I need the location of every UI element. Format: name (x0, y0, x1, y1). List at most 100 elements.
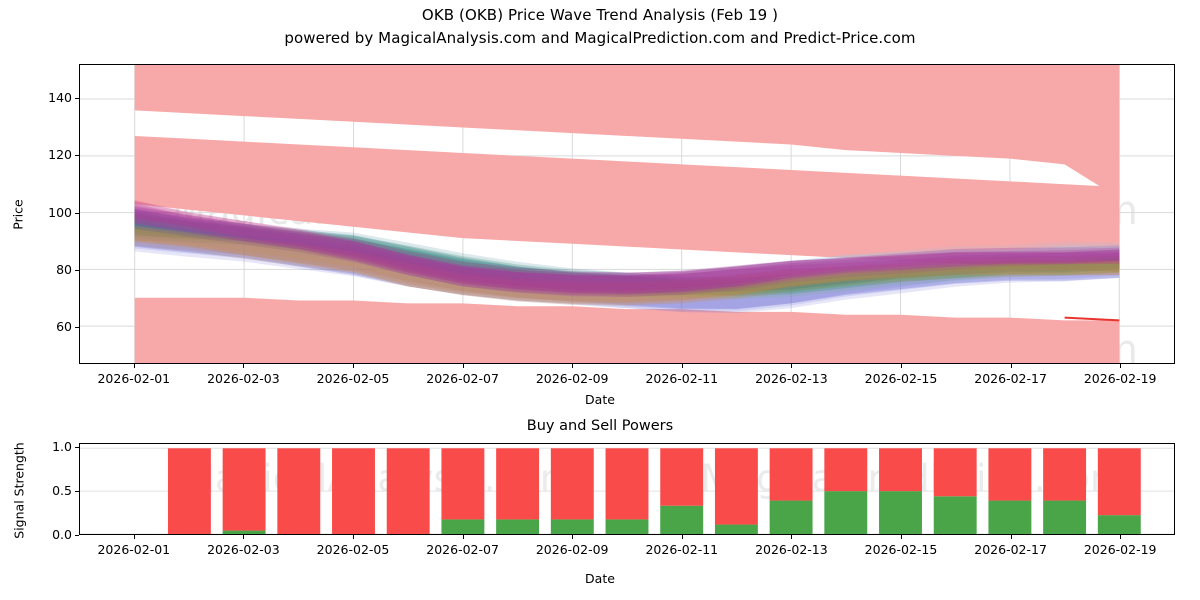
signal-xtick-label: 2026-02-11 (645, 542, 719, 557)
price-wave-wave-blue (134, 221, 1120, 310)
price-wave-wave-magenta (134, 203, 1120, 295)
buy-power-bar (550, 519, 594, 534)
price-wave-wave-lightblue (134, 214, 1120, 297)
price-band-support-band (134, 297, 1120, 363)
buy-power-bar (222, 530, 266, 534)
price-xtick-mark (133, 364, 135, 368)
sell-power-bar (879, 448, 922, 492)
price-wave-chart: MagicalAnalysis.comMagicalPrediction.com… (79, 64, 1175, 364)
price-wave-wave-blue (134, 219, 1120, 309)
price-wave-wave-green (134, 214, 1120, 295)
signal-y-axis-title: Signal Strength (11, 442, 27, 539)
buy-power-bar (1043, 500, 1087, 534)
buy-power-bar (441, 519, 485, 534)
price-wave-wave-teal (134, 208, 1120, 292)
sell-power-bar (933, 448, 977, 497)
price-xtick-label: 2026-02-01 (97, 371, 171, 386)
buy-power-bar (1097, 515, 1141, 534)
price-band-mid-resistance-band (134, 135, 1120, 273)
price-wave-wave-teal (134, 212, 1120, 297)
sell-power-bar (714, 448, 758, 525)
sell-power-bar (824, 448, 868, 492)
price-wave-wave-lightblue (134, 212, 1120, 295)
price-xtick-label: 2026-02-13 (755, 371, 828, 386)
buy-power-bar (605, 519, 649, 534)
price-wave-wave-purple (134, 206, 1120, 295)
signal-xtick-label: 2026-02-03 (207, 542, 280, 557)
price-y-axis-title: Price (10, 199, 26, 230)
price-xtick-mark (572, 364, 574, 368)
price-wave-wave-green (134, 217, 1120, 299)
signal-xtick-mark (243, 535, 245, 539)
signal-ytick-1: 0.5 (52, 483, 72, 499)
price-xtick-mark (681, 364, 683, 368)
price-xtick-label: 2026-02-11 (645, 371, 719, 386)
price-xtick-label: 2026-02-07 (426, 371, 499, 386)
signal-xtick-mark (133, 535, 135, 539)
sell-power-bar (222, 448, 266, 531)
price-xtick-mark (462, 364, 464, 368)
signal-xtick-mark (1120, 535, 1122, 539)
price-ytick-3: 120 (48, 147, 72, 163)
price-ytick-mark (75, 98, 79, 100)
price-wave-wave-lightblue (134, 214, 1120, 297)
signal-xtick-mark (572, 535, 574, 539)
price-wave-wave-purple (134, 209, 1120, 297)
price-wave-wave-magenta (134, 203, 1120, 294)
price-ytick-mark (75, 269, 79, 271)
page-subtitle: powered by MagicalAnalysis.com and Magic… (284, 29, 916, 47)
price-wave-wave-blue (134, 223, 1120, 314)
buy-sell-powers-chart: MagicalAnalysis.comMagicalPrediction.com (79, 443, 1175, 535)
sell-power-bar (496, 448, 540, 520)
signal-xtick-label: 2026-02-01 (97, 542, 171, 557)
price-wave-wave-purple (134, 206, 1120, 295)
price-wave-wave-green (134, 217, 1120, 298)
signal-xtick-label: 2026-02-07 (426, 542, 499, 557)
signal-xtick-mark (681, 535, 683, 539)
signal-chart-title: Buy and Sell Powers (526, 418, 674, 434)
price-wave-wave-purple (134, 205, 1120, 294)
sell-power-bar (386, 448, 430, 534)
buy-power-bar (660, 505, 704, 534)
price-wave-wave-magenta (134, 199, 1120, 291)
price-wave-wave-green (134, 215, 1120, 296)
buy-power-bar (824, 491, 868, 534)
price-wave-wave-teal (134, 209, 1120, 293)
price-xtick-label: 2026-02-17 (974, 371, 1047, 386)
buy-power-bar (988, 500, 1032, 534)
price-ytick-2: 100 (48, 204, 72, 220)
price-xtick-mark (1010, 364, 1012, 368)
price-ytick-mark (75, 326, 79, 328)
buy-power-bar (496, 519, 540, 534)
price-wave-wave-lightblue (134, 211, 1120, 294)
price-xtick-mark (901, 364, 902, 368)
signal-xtick-mark (462, 535, 464, 539)
price-xtick-mark (243, 364, 245, 368)
price-wave-wave-teal (134, 209, 1120, 293)
signal-xtick-label: 2026-02-19 (1083, 542, 1157, 557)
price-xtick-mark (791, 364, 793, 368)
sell-power-bar (550, 448, 594, 520)
price-x-axis-title: Date (585, 392, 615, 407)
signal-xtick-label: 2026-02-13 (755, 542, 828, 557)
sell-power-bar (277, 448, 321, 534)
price-xtick-mark (353, 364, 354, 368)
signal-ytick-mark (75, 491, 79, 493)
price-xtick-label: 2026-02-15 (864, 371, 938, 386)
sell-power-bar (988, 448, 1032, 501)
price-wave-wave-magenta (134, 201, 1120, 293)
signal-ytick-0: 0.0 (52, 527, 72, 542)
signal-ytick-2: 1.0 (52, 439, 72, 455)
sell-power-bar (167, 448, 211, 534)
signal-x-axis-title: Date (585, 571, 615, 586)
price-wave-wave-orange (134, 229, 1120, 306)
signal-xtick-label: 2026-02-05 (316, 542, 390, 557)
sell-power-bar (769, 448, 813, 501)
signal-plot-area: MagicalAnalysis.comMagicalPrediction.com (80, 447, 1174, 534)
buy-power-bar (714, 524, 758, 534)
signal-ytick-mark (75, 447, 79, 449)
price-wave-wave-orange (134, 226, 1120, 303)
signal-xtick-mark (1010, 535, 1012, 539)
price-wave-wave-green (134, 215, 1120, 295)
price-ytick-4: 140 (48, 90, 72, 106)
